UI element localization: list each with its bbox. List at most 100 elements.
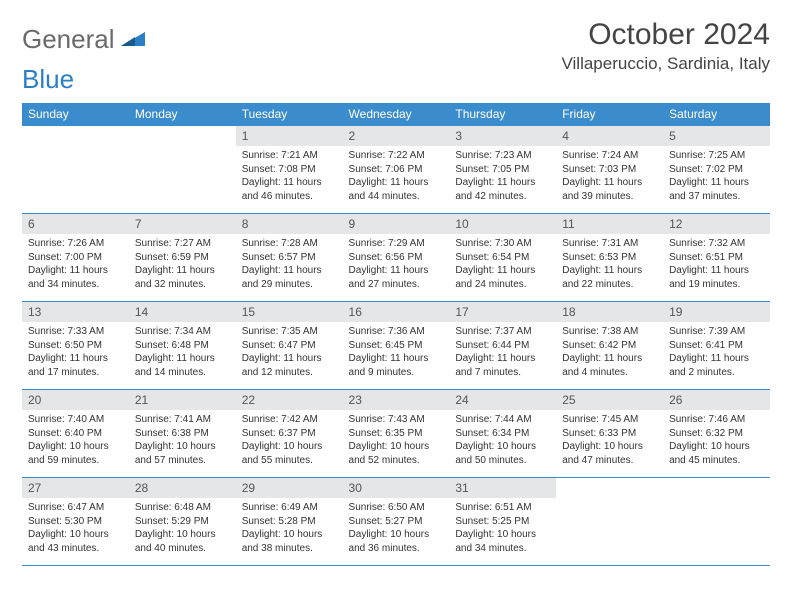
day-number: 27 <box>22 478 129 498</box>
day-number: 25 <box>556 390 663 410</box>
sunset-text: Sunset: 6:33 PM <box>562 428 636 439</box>
day-number <box>129 126 236 146</box>
sunrise-text: Sunrise: 6:47 AM <box>28 502 104 513</box>
calendar-cell: 18Sunrise: 7:38 AMSunset: 6:42 PMDayligh… <box>556 302 663 390</box>
day-number: 7 <box>129 214 236 234</box>
sunrise-text: Sunrise: 7:24 AM <box>562 150 638 161</box>
sunset-text: Sunset: 6:51 PM <box>669 252 743 263</box>
calendar-cell <box>663 478 770 566</box>
title-block: October 2024 Villaperuccio, Sardinia, It… <box>561 18 770 74</box>
calendar-cell: 10Sunrise: 7:30 AMSunset: 6:54 PMDayligh… <box>449 214 556 302</box>
sunset-text: Sunset: 7:08 PM <box>242 164 316 175</box>
day-number: 13 <box>22 302 129 322</box>
sunset-text: Sunset: 6:35 PM <box>349 428 423 439</box>
logo-text-blue: Blue <box>22 64 74 95</box>
day-number: 8 <box>236 214 343 234</box>
day-details: Sunrise: 7:32 AMSunset: 6:51 PMDaylight:… <box>663 234 770 295</box>
sunrise-text: Sunrise: 7:21 AM <box>242 150 318 161</box>
calendar-cell: 22Sunrise: 7:42 AMSunset: 6:37 PMDayligh… <box>236 390 343 478</box>
day-number: 12 <box>663 214 770 234</box>
sunset-text: Sunset: 7:03 PM <box>562 164 636 175</box>
weekday-header: Saturday <box>663 103 770 126</box>
sunset-text: Sunset: 6:40 PM <box>28 428 102 439</box>
calendar-cell: 31Sunrise: 6:51 AMSunset: 5:25 PMDayligh… <box>449 478 556 566</box>
daylight-text: Daylight: 11 hours and 39 minutes. <box>562 177 642 202</box>
daylight-text: Daylight: 10 hours and 34 minutes. <box>455 529 536 554</box>
day-details: Sunrise: 7:27 AMSunset: 6:59 PMDaylight:… <box>129 234 236 295</box>
day-number: 19 <box>663 302 770 322</box>
sunrise-text: Sunrise: 7:25 AM <box>669 150 745 161</box>
calendar-cell: 7Sunrise: 7:27 AMSunset: 6:59 PMDaylight… <box>129 214 236 302</box>
daylight-text: Daylight: 11 hours and 17 minutes. <box>28 353 108 378</box>
sunset-text: Sunset: 5:25 PM <box>455 516 529 527</box>
sunrise-text: Sunrise: 6:49 AM <box>242 502 318 513</box>
sunrise-text: Sunrise: 7:35 AM <box>242 326 318 337</box>
daylight-text: Daylight: 10 hours and 40 minutes. <box>135 529 216 554</box>
sunrise-text: Sunrise: 7:36 AM <box>349 326 425 337</box>
day-number: 6 <box>22 214 129 234</box>
daylight-text: Daylight: 11 hours and 27 minutes. <box>349 265 429 290</box>
day-details: Sunrise: 7:46 AMSunset: 6:32 PMDaylight:… <box>663 410 770 471</box>
daylight-text: Daylight: 11 hours and 9 minutes. <box>349 353 429 378</box>
logo: General <box>22 18 147 55</box>
daylight-text: Daylight: 10 hours and 50 minutes. <box>455 441 536 466</box>
daylight-text: Daylight: 10 hours and 52 minutes. <box>349 441 430 466</box>
calendar-cell: 30Sunrise: 6:50 AMSunset: 5:27 PMDayligh… <box>343 478 450 566</box>
sunset-text: Sunset: 5:28 PM <box>242 516 316 527</box>
sunrise-text: Sunrise: 7:45 AM <box>562 414 638 425</box>
day-number: 28 <box>129 478 236 498</box>
day-number: 9 <box>343 214 450 234</box>
daylight-text: Daylight: 11 hours and 46 minutes. <box>242 177 322 202</box>
sunset-text: Sunset: 6:37 PM <box>242 428 316 439</box>
calendar-cell: 26Sunrise: 7:46 AMSunset: 6:32 PMDayligh… <box>663 390 770 478</box>
day-details: Sunrise: 7:29 AMSunset: 6:56 PMDaylight:… <box>343 234 450 295</box>
weekday-header: Friday <box>556 103 663 126</box>
calendar-cell <box>22 126 129 214</box>
day-details: Sunrise: 7:31 AMSunset: 6:53 PMDaylight:… <box>556 234 663 295</box>
daylight-text: Daylight: 11 hours and 12 minutes. <box>242 353 322 378</box>
calendar-week-row: 20Sunrise: 7:40 AMSunset: 6:40 PMDayligh… <box>22 390 770 478</box>
sunset-text: Sunset: 5:29 PM <box>135 516 209 527</box>
day-number: 10 <box>449 214 556 234</box>
day-details: Sunrise: 7:34 AMSunset: 6:48 PMDaylight:… <box>129 322 236 383</box>
calendar-week-row: 27Sunrise: 6:47 AMSunset: 5:30 PMDayligh… <box>22 478 770 566</box>
daylight-text: Daylight: 11 hours and 24 minutes. <box>455 265 535 290</box>
sunrise-text: Sunrise: 7:29 AM <box>349 238 425 249</box>
day-number: 11 <box>556 214 663 234</box>
day-number: 22 <box>236 390 343 410</box>
day-number: 1 <box>236 126 343 146</box>
day-details: Sunrise: 7:44 AMSunset: 6:34 PMDaylight:… <box>449 410 556 471</box>
sunset-text: Sunset: 6:50 PM <box>28 340 102 351</box>
day-number <box>663 478 770 498</box>
day-details: Sunrise: 7:39 AMSunset: 6:41 PMDaylight:… <box>663 322 770 383</box>
calendar-cell: 15Sunrise: 7:35 AMSunset: 6:47 PMDayligh… <box>236 302 343 390</box>
month-title: October 2024 <box>561 18 770 52</box>
sunset-text: Sunset: 6:57 PM <box>242 252 316 263</box>
calendar-cell: 24Sunrise: 7:44 AMSunset: 6:34 PMDayligh… <box>449 390 556 478</box>
sunrise-text: Sunrise: 6:50 AM <box>349 502 425 513</box>
daylight-text: Daylight: 11 hours and 44 minutes. <box>349 177 429 202</box>
daylight-text: Daylight: 11 hours and 34 minutes. <box>28 265 108 290</box>
day-details: Sunrise: 7:22 AMSunset: 7:06 PMDaylight:… <box>343 146 450 207</box>
sunrise-text: Sunrise: 7:23 AM <box>455 150 531 161</box>
daylight-text: Daylight: 10 hours and 38 minutes. <box>242 529 323 554</box>
day-number <box>556 478 663 498</box>
day-details: Sunrise: 6:50 AMSunset: 5:27 PMDaylight:… <box>343 498 450 559</box>
daylight-text: Daylight: 11 hours and 42 minutes. <box>455 177 535 202</box>
calendar-cell: 3Sunrise: 7:23 AMSunset: 7:05 PMDaylight… <box>449 126 556 214</box>
calendar-cell: 11Sunrise: 7:31 AMSunset: 6:53 PMDayligh… <box>556 214 663 302</box>
sunset-text: Sunset: 6:38 PM <box>135 428 209 439</box>
daylight-text: Daylight: 10 hours and 57 minutes. <box>135 441 216 466</box>
weekday-header: Monday <box>129 103 236 126</box>
daylight-text: Daylight: 10 hours and 55 minutes. <box>242 441 323 466</box>
day-details: Sunrise: 7:41 AMSunset: 6:38 PMDaylight:… <box>129 410 236 471</box>
day-number: 5 <box>663 126 770 146</box>
calendar-cell: 8Sunrise: 7:28 AMSunset: 6:57 PMDaylight… <box>236 214 343 302</box>
calendar-week-row: 1 Sunrise: 7:21 AM Sunset: 7:08 PM Daylight… <box>22 126 770 214</box>
calendar-cell <box>129 126 236 214</box>
day-number: 4 <box>556 126 663 146</box>
weekday-header: Thursday <box>449 103 556 126</box>
day-number: 31 <box>449 478 556 498</box>
day-number: 20 <box>22 390 129 410</box>
day-number: 24 <box>449 390 556 410</box>
